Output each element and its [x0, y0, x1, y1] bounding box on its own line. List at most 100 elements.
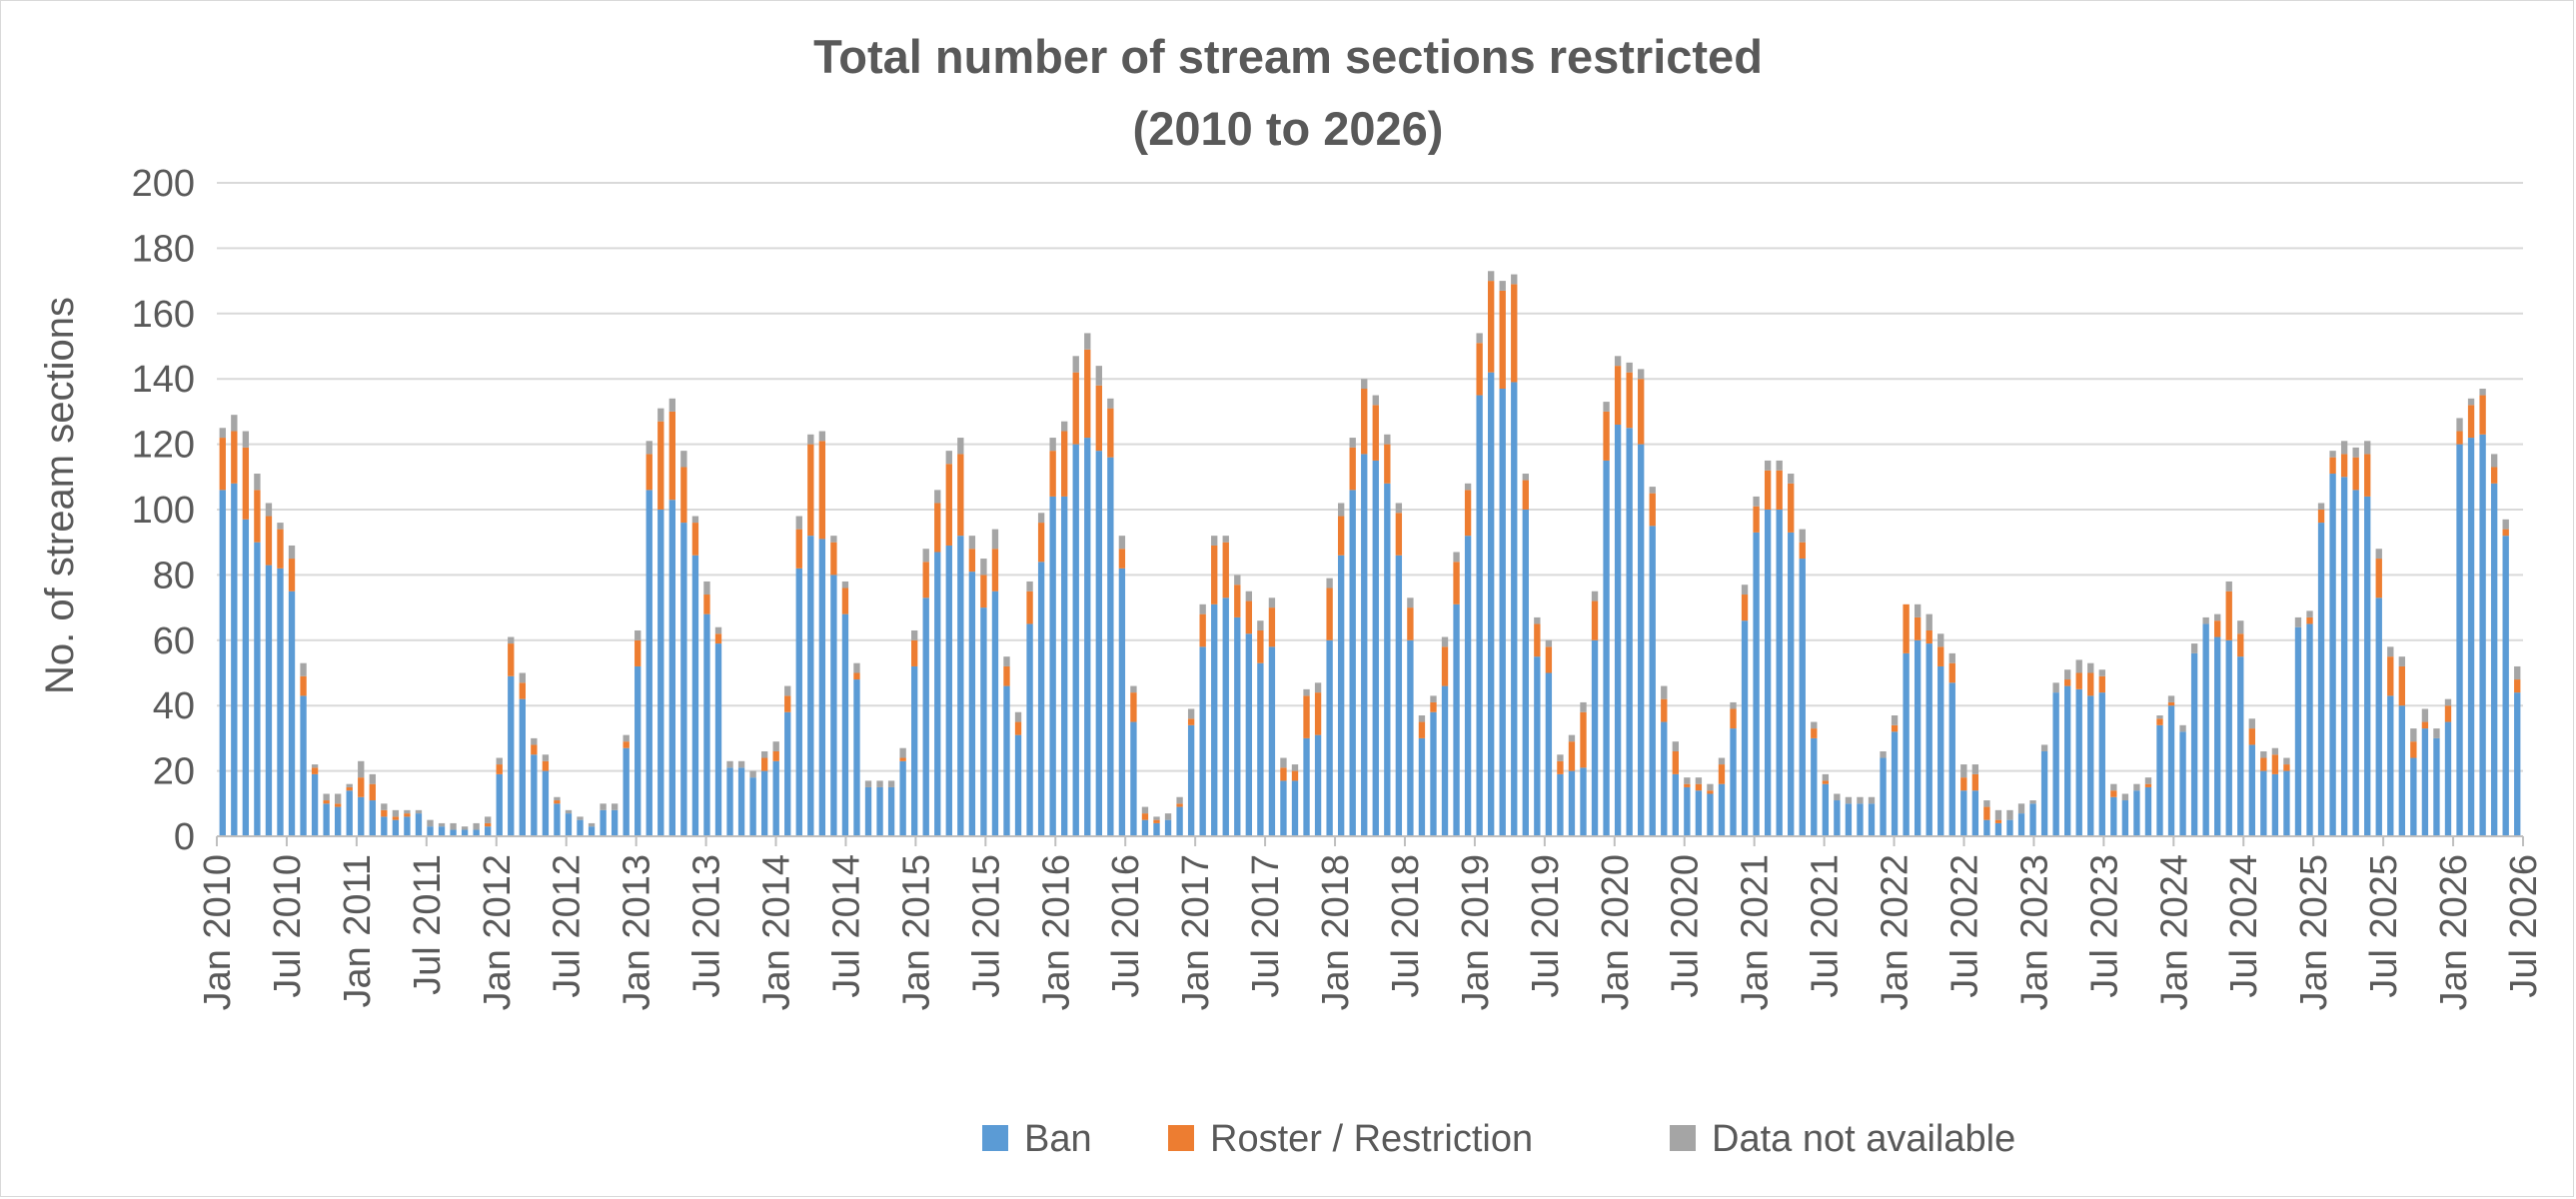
bar-segment-ban [600, 809, 607, 836]
bar-segment-data-not-available [277, 523, 284, 530]
bar-segment-ban [1557, 773, 1564, 836]
bar-segment-roster-restriction [1026, 591, 1033, 624]
bar-segment-data-not-available [1118, 536, 1126, 550]
bar-segment-ban [1971, 790, 1979, 836]
bar-segment-roster-restriction [1545, 646, 1553, 673]
bar-segment-ban [1718, 783, 1726, 836]
bar-segment-roster-restriction [300, 675, 307, 696]
bar-segment-roster-restriction [1222, 542, 1229, 599]
bar-segment-data-not-available [1730, 701, 1737, 709]
bar-segment-ban [2179, 731, 2186, 836]
bar-segment-ban [485, 826, 492, 836]
x-tick-label: Jan 2016 [1035, 854, 1077, 1010]
bar-segment-ban [1130, 721, 1137, 836]
bar-segment-data-not-available [1418, 715, 1426, 722]
bar-segment-roster-restriction [1534, 623, 1541, 657]
bar-segment-data-not-available [1107, 398, 1114, 409]
bar-segment-data-not-available [1130, 685, 1137, 693]
bar-segment-roster-restriction [1153, 819, 1160, 823]
bar-segment-ban [1661, 721, 1668, 836]
bar-segment-data-not-available [2340, 441, 2348, 455]
bar-segment-roster-restriction [1337, 516, 1345, 556]
bar-segment-ban [2456, 444, 2463, 836]
bar-segment-data-not-available [1983, 800, 1990, 807]
x-tick-label: Jul 2013 [686, 854, 728, 998]
bar-segment-roster-restriction [945, 464, 952, 546]
bar-segment-data-not-available [1430, 695, 1437, 702]
x-tick-label: Jan 2025 [2293, 854, 2335, 1010]
bar-segment-data-not-available [1464, 483, 1472, 491]
bar-segment-ban [1407, 639, 1414, 836]
bar-segment-ban [1591, 639, 1599, 836]
bar-segment-data-not-available [1072, 356, 1079, 373]
bar-segment-data-not-available [945, 451, 952, 465]
bar-segment-data-not-available [392, 809, 400, 817]
x-tick-label: Jan 2023 [2013, 854, 2055, 1010]
bar-segment-ban [611, 809, 619, 836]
bar-segment-roster-restriction [934, 503, 941, 553]
bar-segment-roster-restriction [2248, 728, 2255, 745]
bar-segment-ban [635, 665, 642, 836]
bar-segment-roster-restriction [784, 695, 791, 712]
bar-segment-ban [864, 786, 872, 836]
bar-segment-ban [277, 568, 284, 836]
bar-segment-data-not-available [2214, 613, 2221, 621]
bar-segment-ban [1857, 803, 1864, 836]
bar-segment-roster-restriction [231, 431, 238, 484]
bar-segment-data-not-available [2467, 398, 2475, 406]
bar-segment-roster-restriction [1395, 513, 1403, 556]
bar-segment-ban [265, 565, 273, 836]
x-tick-label: Jan 2012 [477, 854, 519, 1010]
bar-segment-ban [2514, 692, 2521, 836]
bar-segment-roster-restriction [369, 783, 376, 801]
bar-segment-roster-restriction [1141, 813, 1149, 820]
bar-segment-ban [645, 490, 652, 836]
bar-segment-roster-restriction [2167, 701, 2175, 706]
bar-segment-data-not-available [358, 760, 365, 778]
bar-segment-data-not-available [1511, 274, 1518, 285]
bar-segment-data-not-available [1337, 503, 1345, 517]
bar-segment-data-not-available [2375, 549, 2382, 560]
bar-segment-roster-restriction [911, 639, 918, 666]
bar-segment-roster-restriction [519, 682, 526, 699]
bar-segment-roster-restriction [1914, 616, 1922, 640]
bar-segment-data-not-available [473, 822, 480, 830]
bar-segment-roster-restriction [2283, 764, 2290, 771]
bar-segment-roster-restriction [1811, 728, 1818, 738]
bar-segment-data-not-available [2352, 447, 2359, 458]
bar-segment-ban [922, 598, 929, 836]
x-tick-label: Jul 2010 [267, 854, 309, 998]
bar-segment-data-not-available [784, 685, 791, 696]
bar-segment-roster-restriction [2087, 672, 2094, 696]
bar-segment-ban [784, 711, 791, 836]
bar-segment-ban [2087, 695, 2094, 836]
bar-segment-data-not-available [2502, 519, 2509, 530]
bar-segment-ban [795, 568, 802, 836]
bar-segment-ban [1488, 372, 1495, 836]
bar-segment-ban [830, 575, 837, 836]
bar-segment-data-not-available [887, 780, 895, 787]
bar-segment-roster-restriction [2375, 559, 2382, 599]
bar-segment-ban [980, 607, 987, 836]
bar-segment-data-not-available [1811, 721, 1818, 729]
bar-segment-data-not-available [1753, 496, 1760, 507]
bar-segment-ban [1994, 822, 2002, 836]
bar-segment-ban [911, 665, 918, 836]
bar-segment-ban [554, 803, 561, 836]
bar-segment-data-not-available [1441, 636, 1449, 647]
bar-segment-data-not-available [450, 822, 457, 830]
bar-segment-data-not-available [2156, 715, 2163, 719]
x-tick-label: Jul 2024 [2223, 854, 2265, 998]
bar-segment-roster-restriction [968, 549, 976, 573]
bar-segment-data-not-available [1003, 656, 1010, 666]
bar-segment-data-not-available [415, 809, 423, 814]
bar-segment-data-not-available [2490, 454, 2498, 468]
bar-segment-ban [899, 760, 906, 836]
bar-segment-data-not-available [2306, 610, 2313, 617]
x-tick-label: Jan 2019 [1455, 854, 1497, 1010]
bar-segment-data-not-available [657, 408, 664, 422]
bar-segment-ban [818, 539, 826, 836]
bar-segment-data-not-available [1395, 503, 1403, 514]
bar-segment-data-not-available [1384, 434, 1391, 445]
bar-segment-ban [1337, 555, 1345, 836]
